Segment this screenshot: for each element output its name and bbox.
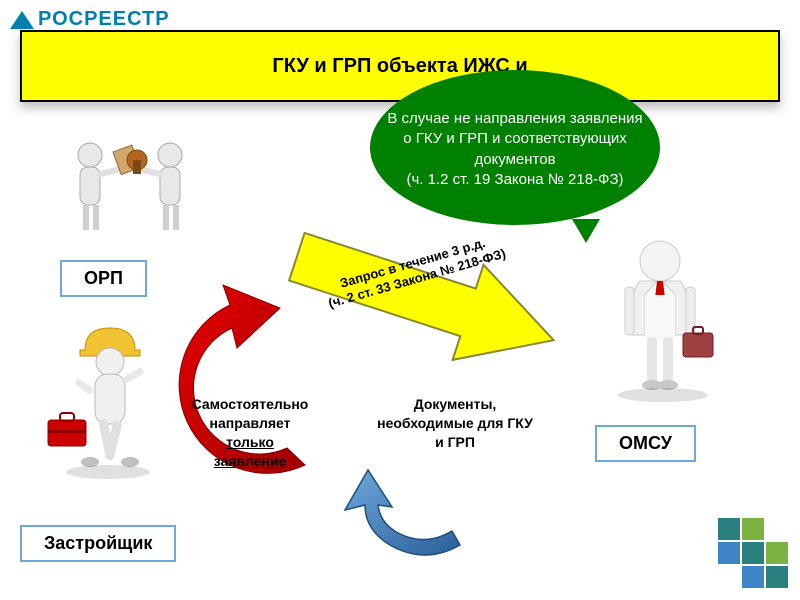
brand-text: РОСРЕЕСТР xyxy=(38,8,170,30)
green-bubble-text: В случае не направления заявления о ГКУ … xyxy=(384,109,646,190)
label-omsu: ОМСУ xyxy=(595,425,696,462)
deco-sq-icon xyxy=(766,542,788,564)
deco-sq-icon xyxy=(718,542,740,564)
brand-logo: РОСРЕЕСТР xyxy=(10,8,170,31)
people-exchange-icon xyxy=(55,130,205,240)
figure-orp-exchange xyxy=(55,130,205,245)
blue-curved-arrow xyxy=(330,465,480,575)
deco-sq-icon xyxy=(766,566,788,588)
text-right-documents: Документы, необходимые для ГКУ и ГРП xyxy=(375,395,535,452)
green-speech-bubble: В случае не направления заявления о ГКУ … xyxy=(370,70,660,225)
text-left-self-submit: Самостоятельнонаправляеттолькозаявление xyxy=(175,395,325,471)
label-zastroyshik: Застройщик xyxy=(20,525,176,562)
label-orp: ОРП xyxy=(60,260,147,297)
deco-sq-icon xyxy=(718,518,740,540)
deco-sq-icon xyxy=(742,518,764,540)
business-person-icon xyxy=(585,235,735,410)
deco-sq-icon xyxy=(742,542,764,564)
title-banner: ГКУ и ГРП объекта ИЖС и xyxy=(20,30,780,102)
deco-sq-icon xyxy=(742,566,764,588)
figure-business xyxy=(585,235,735,415)
brand-triangle-icon xyxy=(10,11,34,29)
